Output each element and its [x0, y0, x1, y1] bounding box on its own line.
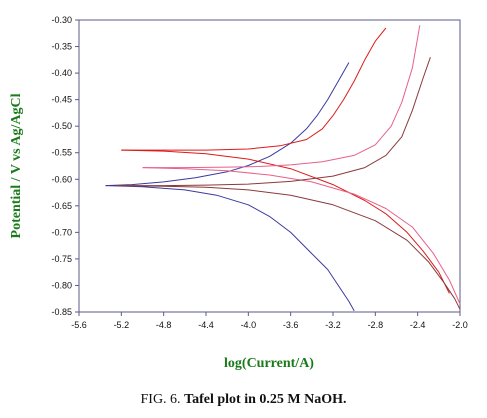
x-tick-label: -3.6 [283, 320, 299, 330]
x-tick-label: -2.4 [410, 320, 426, 330]
series-line-1 [105, 62, 350, 187]
series-line-8 [115, 185, 461, 310]
y-tick-label: -0.60 [51, 174, 72, 184]
series-group [105, 25, 461, 312]
series-line-3 [121, 27, 387, 151]
y-tick-label: -0.30 [51, 15, 72, 25]
caption-text: Tafel plot in 0.25 M NaOH. [184, 392, 347, 407]
series-line-6 [142, 167, 461, 305]
x-axis-title: log(Current/A) [224, 356, 314, 371]
x-tick-label: -4.8 [156, 320, 172, 330]
y-tick-label: -0.70 [51, 227, 72, 237]
y-tick-label: -0.55 [51, 148, 72, 158]
y-axis-title: Potential / V vs Ag/AgCl [9, 93, 24, 238]
y-tick-label: -0.45 [51, 95, 72, 105]
series-line-2 [105, 185, 355, 312]
series-line-5 [142, 25, 421, 169]
x-tick-label: -2.0 [452, 320, 468, 330]
y-tick-label: -0.40 [51, 68, 72, 78]
x-tick-label: -4.0 [241, 320, 257, 330]
y-tick-label: -0.35 [51, 42, 72, 52]
y-tick-label: -0.50 [51, 121, 72, 131]
x-tick-label: -4.4 [198, 320, 214, 330]
caption-prefix: FIG. 6. [140, 392, 185, 407]
x-tick-label: -5.6 [71, 320, 87, 330]
axis-ticks: -5.6 -5.2 -4.8 -4.4 -4.0 -3.6 -3.2 -2.8 -2.4 -2.0… [51, 15, 467, 330]
y-tick-label: -0.80 [51, 280, 72, 290]
y-tick-label: -0.85 [51, 307, 72, 317]
figure-caption: FIG. 6. Tafel plot in 0.25 M NaOH. [0, 392, 487, 408]
series-line-7 [116, 57, 431, 187]
x-tick-label: -5.2 [114, 320, 130, 330]
x-tick-label: -2.8 [368, 320, 384, 330]
y-tick-label: -0.65 [51, 201, 72, 211]
x-tick-label: -3.2 [325, 320, 341, 330]
y-tick-label: -0.75 [51, 254, 72, 264]
